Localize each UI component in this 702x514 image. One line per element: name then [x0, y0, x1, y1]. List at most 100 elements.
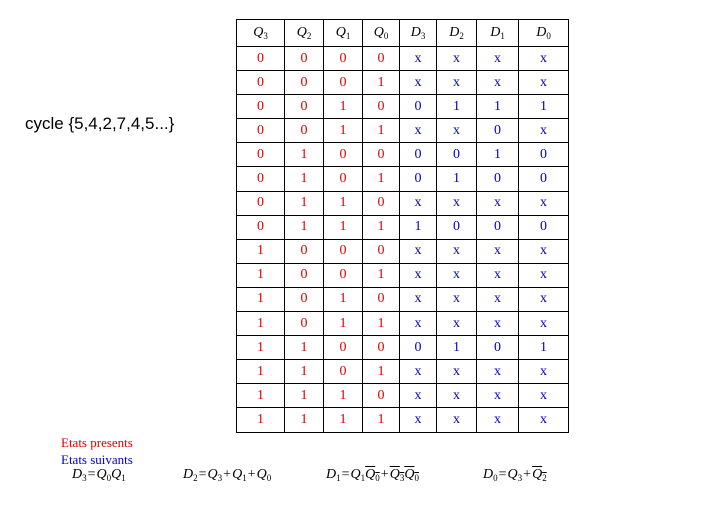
table-cell: x [436, 70, 477, 96]
index: 0 [106, 473, 112, 483]
symbol: Q [532, 467, 543, 482]
table-cell: 0 [236, 70, 285, 96]
table-cell: x [436, 383, 477, 409]
table-cell: 0 [399, 166, 437, 192]
term: D1 [326, 467, 341, 483]
equation: D3=Q0Q1 [72, 467, 126, 483]
table-cell: 0 [436, 214, 477, 240]
table-cell: x [476, 70, 519, 96]
table-cell: 1 [323, 214, 363, 240]
table-cell: 1 [362, 359, 400, 385]
index: 1 [242, 473, 247, 483]
table-cell: 1 [362, 118, 400, 144]
table-cell: x [436, 359, 477, 385]
index: 3 [420, 31, 426, 41]
term: Q3 [208, 467, 223, 483]
table-cell: 0 [236, 142, 285, 168]
table-cell: 1 [236, 335, 285, 361]
table-cell: 1 [436, 94, 477, 120]
table-cell: 0 [476, 335, 519, 361]
table-cell: x [476, 359, 519, 385]
table-cell: 1 [436, 166, 477, 192]
legend: Etats presents Etats suivants [61, 434, 133, 468]
header-cell: Q3 [236, 19, 285, 47]
symbol: D [183, 467, 194, 482]
table-cell: 0 [284, 286, 324, 313]
table-cell: 0 [236, 45, 285, 72]
table-cell: x [399, 45, 437, 72]
term: Q2 [532, 467, 547, 483]
table-cell: 0 [518, 142, 569, 168]
table-cell: 0 [284, 262, 324, 288]
table-cell: x [436, 407, 477, 433]
table-cell: 0 [236, 94, 285, 120]
table-cell: 1 [236, 262, 285, 288]
table-cell: x [518, 311, 569, 337]
table-cell: 0 [284, 118, 324, 144]
table-cell: x [476, 311, 519, 337]
table-cell: 1 [284, 407, 324, 433]
legend-present: Etats presents [61, 435, 133, 450]
term: D0 [483, 467, 498, 483]
equation: D0=Q3+Q2 [483, 467, 547, 483]
table-cell: x [436, 262, 477, 288]
table-cell: 0 [323, 166, 363, 192]
table-cell: x [436, 286, 477, 313]
table-cell: x [399, 311, 437, 337]
symbol: Q [507, 467, 518, 482]
term: Q1 [351, 467, 366, 483]
header-cell: Q0 [362, 19, 400, 47]
table-cell: x [476, 262, 519, 288]
table-cell: 1 [362, 262, 400, 288]
index: 0 [414, 473, 419, 483]
table-cell: 1 [284, 383, 324, 409]
table-cell: 0 [236, 214, 285, 240]
table-cell: 1 [362, 166, 400, 192]
table-cell: x [399, 383, 437, 409]
table-cell: 0 [362, 142, 400, 168]
table-cell: 0 [436, 142, 477, 168]
table-cell: 1 [518, 335, 569, 361]
table-cell: 0 [323, 335, 363, 361]
symbol: D [536, 25, 547, 40]
table-cell: 1 [284, 214, 324, 240]
table-cell: x [399, 286, 437, 313]
table-cell: 1 [362, 407, 400, 433]
index: 3 [399, 473, 405, 483]
table-cell: 0 [476, 166, 519, 192]
table-cell: x [518, 190, 569, 216]
header-cell: D3 [399, 19, 437, 47]
index: 1 [500, 31, 505, 41]
table-cell: 0 [284, 45, 324, 72]
table-cell: 1 [362, 311, 400, 337]
index: 2 [542, 473, 547, 483]
table-cell: 1 [284, 335, 324, 361]
table-cell: x [436, 190, 477, 216]
table-cell: x [476, 45, 519, 72]
header-cell: Q2 [284, 19, 324, 47]
table-cell: x [399, 262, 437, 288]
table-cell: 0 [284, 70, 324, 96]
table-cell: x [399, 238, 437, 264]
table-cell: x [518, 359, 569, 385]
table-cell: 1 [476, 142, 519, 168]
term: Q0 [365, 467, 380, 483]
table-cell: x [476, 286, 519, 313]
index: 2 [193, 473, 198, 483]
operator: + [247, 467, 256, 482]
table-cell: x [399, 118, 437, 144]
symbol: Q [96, 467, 107, 482]
table-cell: x [399, 407, 437, 433]
table-cell: 1 [236, 359, 285, 385]
table-cell: x [399, 190, 437, 216]
table-cell: 1 [284, 142, 324, 168]
index: 1 [121, 473, 126, 483]
table-cell: 0 [284, 94, 324, 120]
